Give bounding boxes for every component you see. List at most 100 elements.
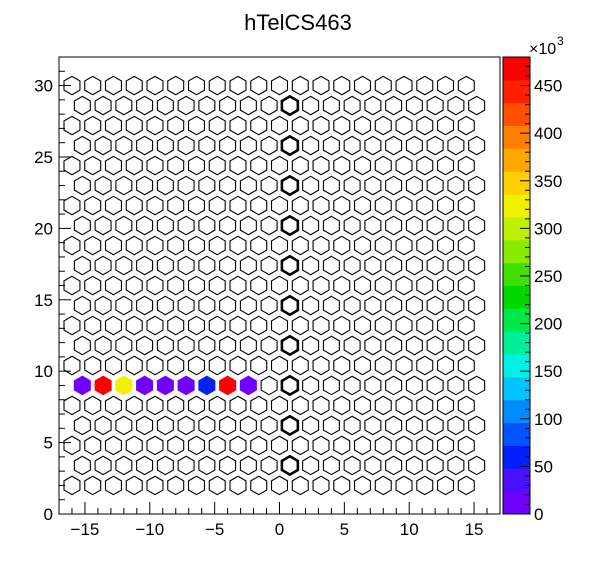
hex-pixel [280, 334, 300, 357]
hex-pixel [260, 455, 278, 476]
hex-pixel [343, 95, 361, 116]
hex-pixel [416, 75, 434, 96]
hex-pixel [302, 375, 320, 396]
hex-pixel [73, 175, 91, 196]
hex-pixel [260, 255, 278, 276]
hex-pixel [229, 155, 247, 176]
x-tick-label: −5 [205, 520, 224, 539]
hex-pixel [302, 255, 320, 276]
hex-pixel [385, 295, 403, 316]
hex-pixel [104, 315, 122, 336]
hex-pixel [219, 335, 237, 356]
hex-pixel [291, 195, 309, 216]
hex-pixel [198, 135, 216, 156]
hex-pixel [198, 335, 216, 356]
hex-pixel [395, 355, 413, 376]
hex-pixel [94, 295, 112, 316]
hex-pixel [167, 275, 185, 296]
hex-pixel [270, 435, 289, 456]
hex-pixel [239, 175, 257, 196]
hex-pixel [270, 155, 289, 176]
hex-pixel [333, 395, 351, 416]
hex-pixel [73, 455, 91, 476]
hex-pixel [343, 335, 361, 356]
hex-pixel [353, 75, 372, 96]
hex-pixel [250, 355, 268, 376]
hex-pixel [146, 275, 164, 296]
hex-pixel [364, 215, 382, 236]
hex-pixel [322, 255, 340, 276]
hex-pixel [146, 475, 164, 496]
hex-pixel [187, 435, 206, 456]
hex-pixel [146, 155, 164, 176]
hex-pixel [395, 75, 413, 96]
hex-pixel [416, 395, 434, 416]
hex-pixel [125, 115, 143, 136]
colorbar-segment [503, 262, 530, 286]
hex-pixel [385, 255, 403, 276]
hex-pixel [374, 475, 392, 496]
hex-pixel [333, 75, 351, 96]
hex-pixel [250, 115, 268, 136]
hex-pixel [312, 435, 330, 456]
hex-pixel [468, 175, 486, 196]
hex-pixel [219, 255, 237, 276]
hex-pixel [260, 375, 278, 396]
hex-pixel [187, 395, 206, 416]
hex-pixel [239, 455, 257, 476]
hex-pixel [457, 155, 475, 176]
hex-pixel [167, 475, 185, 496]
hex-pixel [364, 295, 382, 316]
colorbar-segment [503, 354, 530, 378]
hex-pixel [146, 115, 164, 136]
hex-pixel [385, 175, 403, 196]
hex-pixel [468, 455, 486, 476]
hex-pixel [426, 215, 444, 236]
hex-pixel [416, 475, 434, 496]
hex-pixel [125, 195, 143, 216]
hex-pixel [84, 195, 102, 216]
hex-pixel [187, 315, 206, 336]
hex-pixel [156, 255, 174, 276]
hex-pixel [312, 275, 330, 296]
hex-pixel [364, 95, 382, 116]
hex-pixel [229, 435, 247, 456]
colorbar-tick-label: 250 [534, 267, 562, 286]
hex-pixel [229, 355, 247, 376]
colorbar-segment [503, 308, 530, 332]
hex-pixel [270, 115, 289, 136]
hex-pixel [447, 455, 465, 476]
hex-pixel [125, 475, 143, 496]
hex-pixel [343, 295, 361, 316]
hex-pixel [177, 95, 195, 116]
hex-pixel [405, 375, 423, 396]
hex-pixel [426, 175, 444, 196]
hex-pixel [84, 155, 102, 176]
hex-pixel [198, 415, 216, 436]
hex-pixel [156, 175, 174, 196]
hex-pixel [260, 95, 278, 116]
hex-pixel [239, 295, 257, 316]
hex-pixel [291, 275, 309, 296]
hex-pixel [177, 175, 195, 196]
hex-pixel [104, 75, 122, 96]
hex-pixel [291, 75, 309, 96]
hex-pixel [146, 435, 164, 456]
hex-pixel [353, 435, 372, 456]
hex-pixel [374, 195, 392, 216]
colorbar-exponent-label: ×10 [529, 41, 556, 58]
hex-pixel [208, 355, 226, 376]
hex-pixel [94, 135, 112, 156]
hex-pixel [125, 235, 143, 256]
hex-pixel [198, 95, 216, 116]
hex-pixel [291, 475, 309, 496]
hex-pixel [447, 335, 465, 356]
hex-pixel [208, 235, 226, 256]
hex-pixel [229, 195, 247, 216]
hex-pixel [146, 75, 164, 96]
hex-pixel [270, 195, 289, 216]
hex-pixel [291, 435, 309, 456]
hex-pixel [385, 335, 403, 356]
